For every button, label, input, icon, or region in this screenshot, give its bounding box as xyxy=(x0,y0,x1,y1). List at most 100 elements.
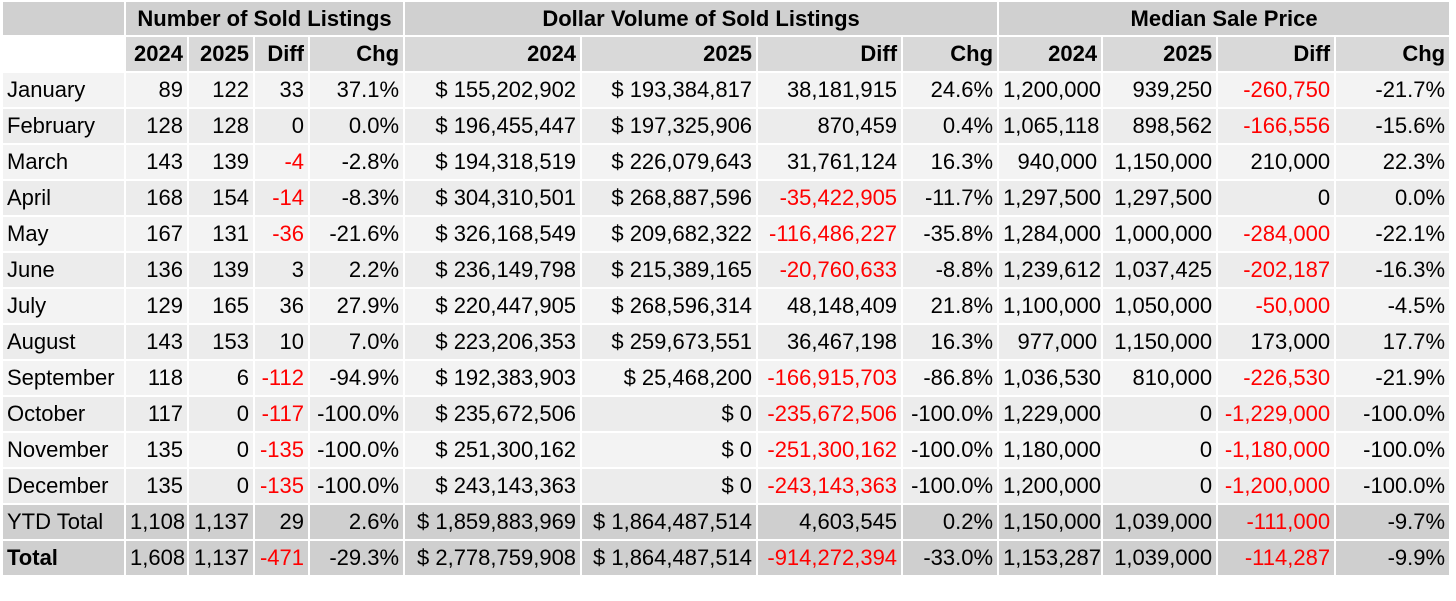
median-chg-cell: -4.5% xyxy=(1334,287,1452,325)
sold-diff-cell: -117 xyxy=(253,395,310,433)
volume-2024-cell: $ 236,149,798 xyxy=(403,251,583,289)
col-header-2024: 2024 xyxy=(403,35,583,73)
volume-2024-cell: $ 223,206,353 xyxy=(403,323,583,361)
median-2024-cell: 1,180,000 xyxy=(997,431,1104,469)
sold-diff-cell: -14 xyxy=(253,179,310,217)
sold-2024-cell: 168 xyxy=(124,179,189,217)
sold-2024-cell: 1,608 xyxy=(124,539,189,577)
sold-diff-cell: 29 xyxy=(253,503,310,541)
volume-diff-cell: 36,467,198 xyxy=(756,323,904,361)
sold-chg-cell: -29.3% xyxy=(307,539,406,577)
volume-2025-cell: $ 268,887,596 xyxy=(580,179,759,217)
sold-chg-cell: -21.6% xyxy=(307,215,406,253)
volume-chg-cell: 0.2% xyxy=(901,503,1000,541)
volume-2025-cell: $ 0 xyxy=(580,431,759,469)
sold-2024-cell: 128 xyxy=(124,107,189,145)
sold-2024-cell: 117 xyxy=(124,395,189,433)
month-label: September xyxy=(1,359,126,397)
median-2025-cell: 0 xyxy=(1101,431,1219,469)
median-2024-cell: 1,284,000 xyxy=(997,215,1104,253)
volume-2025-cell: $ 1,864,487,514 xyxy=(580,503,759,541)
volume-chg-cell: -86.8% xyxy=(901,359,1000,397)
median-2024-cell: 1,153,287 xyxy=(997,539,1104,577)
median-diff-cell: 173,000 xyxy=(1216,323,1337,361)
volume-diff-cell: 48,148,409 xyxy=(756,287,904,325)
sold-2024-cell: 89 xyxy=(124,71,189,109)
volume-diff-cell: -35,422,905 xyxy=(756,179,904,217)
sold-2025-cell: 122 xyxy=(187,71,255,109)
sold-chg-cell: -100.0% xyxy=(307,431,406,469)
sold-2025-cell: 0 xyxy=(187,467,255,505)
sold-chg-cell: 7.0% xyxy=(307,323,406,361)
volume-2025-cell: $ 209,682,322 xyxy=(580,215,759,253)
table-row: February 128 128 0 0.0% $ 196,455,447 $ 197,32… xyxy=(1,107,1452,145)
table-row: September 118 6 -112 -94.9% $ 192,383,903 $ 25… xyxy=(1,359,1452,397)
volume-2024-cell: $ 1,859,883,969 xyxy=(403,503,583,541)
volume-chg-cell: -100.0% xyxy=(901,431,1000,469)
volume-2024-cell: $ 326,168,549 xyxy=(403,215,583,253)
month-label: February xyxy=(1,107,126,145)
table-row: November 135 0 -135 -100.0% $ 251,300,162 $ 0-… xyxy=(1,431,1452,469)
grand-total-row: Total 1,608 1,137 -471 -29.3% $ 2,778,759,908… xyxy=(1,539,1452,577)
volume-2025-cell: $ 197,325,906 xyxy=(580,107,759,145)
sold-2025-cell: 0 xyxy=(187,395,255,433)
sales-table: Number of Sold Listings Dollar Volume of… xyxy=(1,0,1452,577)
median-2024-cell: 1,150,000 xyxy=(997,503,1104,541)
col-header-2025: 2025 xyxy=(580,35,759,73)
table-row: June 136 139 3 2.2% $ 236,149,798 $ 215,389,16… xyxy=(1,251,1452,289)
volume-diff-cell: -914,272,394 xyxy=(756,539,904,577)
median-diff-cell: -166,556 xyxy=(1216,107,1337,145)
median-2025-cell: 1,297,500 xyxy=(1101,179,1219,217)
median-2024-cell: 1,036,530 xyxy=(997,359,1104,397)
median-2024-cell: 1,239,612 xyxy=(997,251,1104,289)
sold-2025-cell: 1,137 xyxy=(187,503,255,541)
sold-2025-cell: 154 xyxy=(187,179,255,217)
median-2025-cell: 1,150,000 xyxy=(1101,323,1219,361)
median-chg-cell: -15.6% xyxy=(1334,107,1452,145)
sold-diff-cell: -135 xyxy=(253,431,310,469)
table-row: January 89 122 33 37.1% $ 155,202,902 $ 193,38… xyxy=(1,71,1452,109)
volume-chg-cell: 21.8% xyxy=(901,287,1000,325)
month-label: November xyxy=(1,431,126,469)
volume-2025-cell: $ 0 xyxy=(580,467,759,505)
median-2025-cell: 810,000 xyxy=(1101,359,1219,397)
volume-chg-cell: 24.6% xyxy=(901,71,1000,109)
month-label: October xyxy=(1,395,126,433)
median-diff-cell: -284,000 xyxy=(1216,215,1337,253)
median-chg-cell: -100.0% xyxy=(1334,395,1452,433)
volume-2025-cell: $ 25,468,200 xyxy=(580,359,759,397)
median-diff-cell: -114,287 xyxy=(1216,539,1337,577)
volume-diff-cell: 31,761,124 xyxy=(756,143,904,181)
sold-diff-cell: -36 xyxy=(253,215,310,253)
table-row: March 143 139 -4 -2.8% $ 194,318,519 $ 226,079… xyxy=(1,143,1452,181)
median-2024-cell: 1,297,500 xyxy=(997,179,1104,217)
sold-2024-cell: 143 xyxy=(124,323,189,361)
corner-cell xyxy=(1,0,126,37)
sold-2025-cell: 139 xyxy=(187,143,255,181)
sold-2025-cell: 153 xyxy=(187,323,255,361)
sold-diff-cell: -112 xyxy=(253,359,310,397)
median-2025-cell: 1,000,000 xyxy=(1101,215,1219,253)
median-2025-cell: 1,039,000 xyxy=(1101,503,1219,541)
median-diff-cell: -1,180,000 xyxy=(1216,431,1337,469)
volume-chg-cell: -35.8% xyxy=(901,215,1000,253)
table-row: May 167 131 -36 -21.6% $ 326,168,549 $ 209,682… xyxy=(1,215,1452,253)
sold-chg-cell: 27.9% xyxy=(307,287,406,325)
median-2024-cell: 1,065,118 xyxy=(997,107,1104,145)
volume-chg-cell: 16.3% xyxy=(901,143,1000,181)
col-header-2024: 2024 xyxy=(997,35,1104,73)
median-chg-cell: -100.0% xyxy=(1334,467,1452,505)
sold-diff-cell: 0 xyxy=(253,107,310,145)
median-2025-cell: 1,039,000 xyxy=(1101,539,1219,577)
volume-2024-cell: $ 251,300,162 xyxy=(403,431,583,469)
month-label: January xyxy=(1,71,126,109)
month-label: June xyxy=(1,251,126,289)
sold-diff-cell: 33 xyxy=(253,71,310,109)
volume-chg-cell: -8.8% xyxy=(901,251,1000,289)
median-2025-cell: 1,037,425 xyxy=(1101,251,1219,289)
sold-2024-cell: 135 xyxy=(124,431,189,469)
median-2024-cell: 1,200,000 xyxy=(997,71,1104,109)
month-label: YTD Total xyxy=(1,503,126,541)
group-header-median-price: Median Sale Price xyxy=(997,0,1452,37)
sold-2025-cell: 6 xyxy=(187,359,255,397)
